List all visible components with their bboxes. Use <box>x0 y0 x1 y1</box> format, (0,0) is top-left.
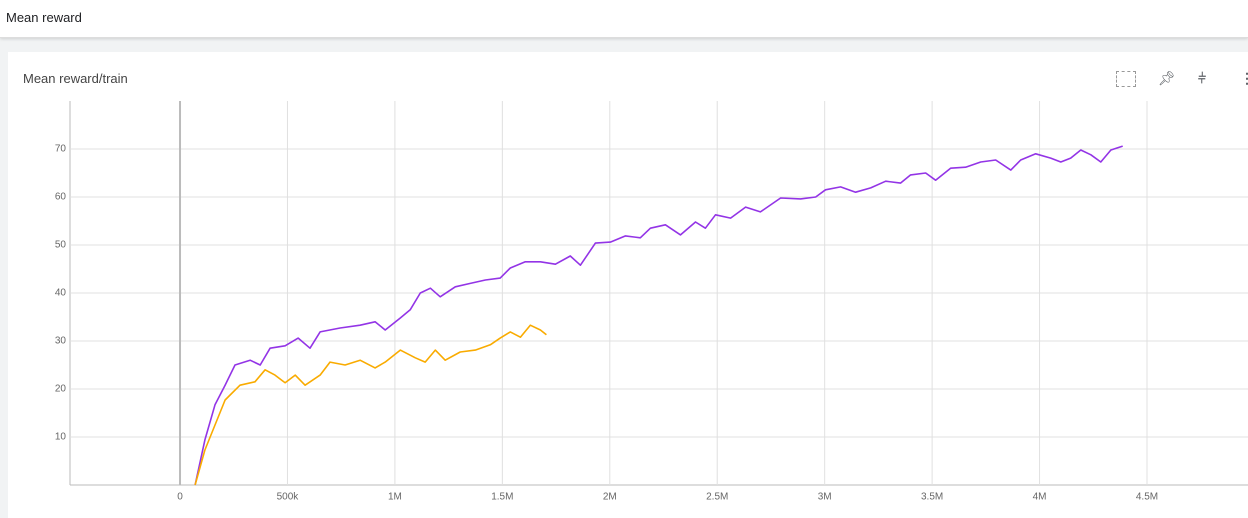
y-tick-label: 60 <box>55 192 67 203</box>
x-tick-label: 4.5M <box>1136 492 1158 503</box>
header: Mean reward <box>0 0 1248 38</box>
fit-icon[interactable] <box>1116 71 1136 87</box>
y-tick-label: 10 <box>55 432 67 443</box>
x-tick-label: 1M <box>388 492 402 503</box>
y-tick-label: 40 <box>55 288 67 299</box>
pin-icon[interactable]: 📌︎ <box>1158 70 1176 86</box>
series-line <box>194 145 1123 486</box>
series-line <box>194 324 547 486</box>
x-tick-label: 3M <box>818 492 832 503</box>
collapse-icon[interactable]: ⫩ <box>1198 70 1207 86</box>
menu-icon[interactable]: ⋮ <box>1240 70 1248 86</box>
x-tick-label: 1.5M <box>491 492 513 503</box>
x-tick-label: 2M <box>603 492 617 503</box>
x-tick-label: 0 <box>177 492 183 503</box>
y-tick-label: 30 <box>55 336 67 347</box>
x-tick-label: 500k <box>277 492 300 503</box>
chart: 10 20 30 40 50 60 70 0 500k 1M 1.5M 2M 2.5M 3M 3.5M 4M 4… <box>55 101 1248 503</box>
y-tick-label: 20 <box>55 384 67 395</box>
y-tick-label: 50 <box>55 240 67 251</box>
chart-card: Mean reward/train 📌︎ ⫩ ⋮ 10 20 30 40 50 60 70 0… <box>8 52 1248 518</box>
header-title: Mean reward <box>6 10 82 25</box>
x-tick-label: 2.5M <box>706 492 728 503</box>
x-tick-label: 3.5M <box>921 492 943 503</box>
chart-title: Mean reward/train <box>23 71 128 86</box>
y-tick-label: 70 <box>55 144 67 155</box>
x-tick-label: 4M <box>1033 492 1047 503</box>
